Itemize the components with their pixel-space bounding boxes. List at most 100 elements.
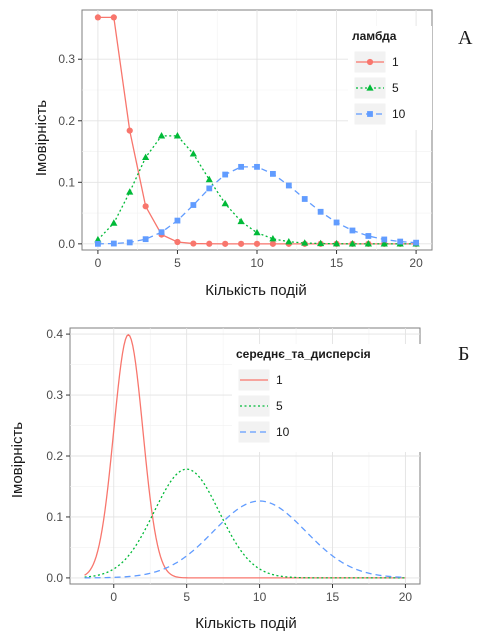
data-point-10 xyxy=(413,239,419,246)
series-line-5 xyxy=(97,135,417,245)
y-axis-title-a: Імовірність xyxy=(33,100,50,176)
data-point-1 xyxy=(237,240,245,247)
data-point-5 xyxy=(110,219,118,226)
x-tick-label: 20 xyxy=(399,590,413,604)
legend-b: середнє_та_дисперсія 1 5 10 xyxy=(232,344,426,452)
axes-b: 0 5 10 15 200.00.10.20.30.4 xyxy=(46,327,412,604)
data-point-10 xyxy=(333,219,340,226)
data-point-10 xyxy=(126,239,133,246)
data-point-10 xyxy=(381,236,388,243)
legend-label-5: 5 xyxy=(392,81,399,95)
data-point-5 xyxy=(348,240,357,247)
data-point-10 xyxy=(301,196,308,202)
data-point-5 xyxy=(380,240,388,247)
data-point-5 xyxy=(94,235,102,243)
data-point-10 xyxy=(238,163,244,170)
legend-key-marker-10 xyxy=(367,111,373,117)
data-point-1 xyxy=(190,240,197,247)
data-point-1 xyxy=(110,14,117,21)
data-point-5 xyxy=(364,240,372,247)
legend-label-10: 10 xyxy=(392,107,406,121)
data-point-5 xyxy=(157,132,166,139)
x-axis-title-b: Кількість подій xyxy=(195,615,296,632)
y-tick-label: 0.1 xyxy=(58,175,75,189)
data-point-10 xyxy=(95,240,101,247)
data-point-10 xyxy=(190,202,197,208)
series-line-1 xyxy=(84,333,406,579)
legend-label-5: 5 xyxy=(276,399,283,413)
data-point-10 xyxy=(270,170,276,177)
y-tick-label: 0.2 xyxy=(58,114,75,128)
data-point-10 xyxy=(206,185,213,192)
y-tick-label: 0.2 xyxy=(46,449,63,463)
data-point-10 xyxy=(142,236,149,243)
x-tick-label: 5 xyxy=(174,256,181,270)
data-point-1 xyxy=(253,240,261,247)
data-point-1 xyxy=(94,14,102,21)
legend-title: середнє_та_дисперсія xyxy=(236,347,371,361)
x-tick-label: 15 xyxy=(330,256,344,270)
legend-key-marker-1 xyxy=(366,58,374,66)
data-point-5 xyxy=(253,228,261,236)
data-point-1 xyxy=(126,127,133,134)
legend-key-marker-5 xyxy=(366,84,374,91)
panel-label-b: Б xyxy=(458,343,469,365)
y-tick-label: 0.3 xyxy=(58,52,75,66)
data-point-10 xyxy=(254,163,260,170)
data-point-1 xyxy=(222,240,229,247)
data-point-10 xyxy=(349,227,356,234)
legend-title: ламбда xyxy=(352,29,397,43)
data-point-10 xyxy=(174,217,181,224)
data-point-5 xyxy=(332,239,341,247)
data-point-10 xyxy=(110,240,117,247)
y-tick-label: 0.3 xyxy=(46,388,63,402)
legend-label-1: 1 xyxy=(392,55,399,69)
data-point-5 xyxy=(126,188,134,195)
axes-a: 0 5 10 15 200.00.10.20.3 xyxy=(58,52,423,270)
series-group-a xyxy=(94,14,420,247)
data-point-10 xyxy=(222,171,229,178)
chart-panel-b: 0 5 10 15 200.00.10.20.30.4 середнє_та_диспе… xyxy=(0,315,440,637)
data-point-5 xyxy=(221,199,229,207)
data-point-1 xyxy=(206,240,213,247)
series-line-10 xyxy=(84,500,406,579)
x-tick-label: 10 xyxy=(250,256,264,270)
x-tick-label: 0 xyxy=(110,590,117,604)
legend-a: ламбда 1 5 10 xyxy=(348,26,432,130)
y-tick-label: 0.0 xyxy=(58,237,75,251)
data-point-10 xyxy=(397,238,404,245)
data-point-5 xyxy=(301,239,309,246)
legend-label-1: 1 xyxy=(276,373,283,387)
x-tick-label: 15 xyxy=(326,590,340,604)
data-point-5 xyxy=(317,239,325,247)
data-point-5 xyxy=(285,237,293,245)
data-point-10 xyxy=(285,182,292,189)
series-group-b xyxy=(84,333,406,579)
data-point-5 xyxy=(269,235,277,242)
x-tick-label: 20 xyxy=(409,256,423,270)
y-axis-title-b: Імовірність xyxy=(9,422,26,498)
y-tick-label: 0.4 xyxy=(46,327,63,341)
data-point-10 xyxy=(365,233,372,239)
x-tick-label: 10 xyxy=(253,590,267,604)
data-point-10 xyxy=(158,229,165,236)
data-point-5 xyxy=(173,132,182,139)
data-point-1 xyxy=(142,203,149,210)
legend-label-10: 10 xyxy=(276,425,290,439)
x-axis-title-a: Кількість подій xyxy=(205,282,306,299)
x-tick-label: 0 xyxy=(95,256,102,270)
data-point-5 xyxy=(189,150,197,157)
plot-area-b xyxy=(69,327,421,585)
data-point-5 xyxy=(205,175,213,183)
x-tick-label: 5 xyxy=(183,590,190,604)
data-point-5 xyxy=(237,217,245,225)
data-point-5 xyxy=(142,153,150,161)
panel-label-a: А xyxy=(458,27,473,49)
data-point-1 xyxy=(174,238,181,246)
data-point-10 xyxy=(317,208,324,215)
y-tick-label: 0.1 xyxy=(46,510,63,524)
data-point-1 xyxy=(269,240,277,247)
y-tick-label: 0.0 xyxy=(46,571,63,585)
